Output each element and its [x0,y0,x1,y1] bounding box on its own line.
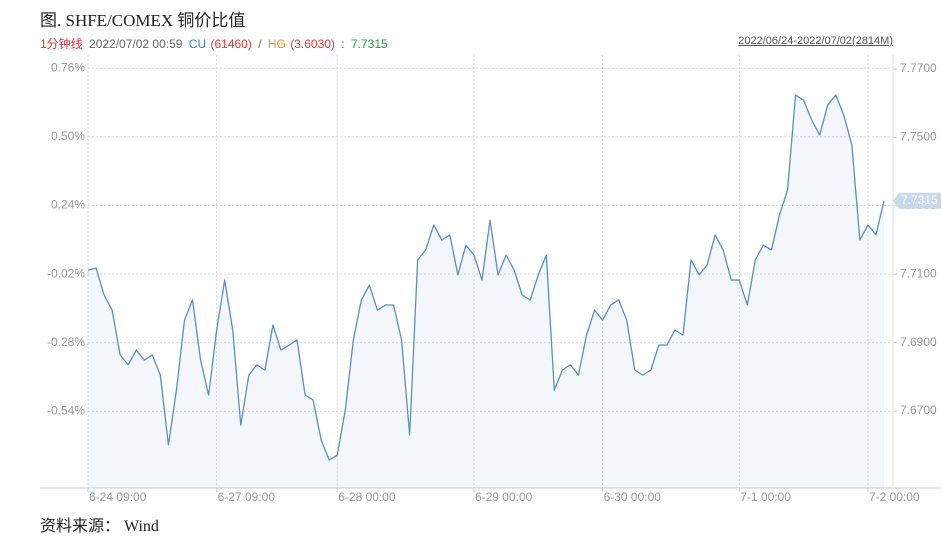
datetime: 2022/07/02 00:59 [89,37,183,51]
y-tick-label: 0.24% [51,198,85,212]
area [88,95,884,489]
x-tick-label: 6-24 09:00 [89,490,147,504]
y-tick-label: -0.28% [47,335,85,349]
y-tick-label: 0.76% [51,60,85,74]
x-tick-label: 7-1 00:00 [740,490,791,504]
info-bar: 1分钟线 2022/07/02 00:59 CU (61460) / HG (3… [40,35,391,52]
x-tick-label: 6-29 00:00 [475,490,533,504]
y-tick-label: 0.50% [51,129,85,143]
separator: / [258,37,262,51]
y2-tick-label: 7.7100 [900,266,937,280]
date-range: 2022/06/24-2022/07/02(2814M) [738,35,893,47]
line [87,94,885,461]
x-tick-label: 7-2 00:00 [869,490,920,504]
source: 资料来源： Wind [40,518,159,535]
last-value-box [893,192,941,209]
y2-tick-label: 7.7700 [900,61,937,75]
cu-value: (61460) [210,37,252,51]
y2-tick-label: 7.6900 [900,335,937,349]
x-tick-label: 6-30 00:00 [604,490,662,504]
y-tick-label: -0.02% [47,266,85,280]
ratio-value: 7.7315 [350,37,388,51]
hg-value: (3.6030) [290,37,335,51]
x-tick-label: 6-28 00:00 [338,490,396,504]
last-value-label: 7.7315 [901,193,938,207]
y2-tick-label: 7.6700 [900,403,937,417]
separator: : [341,37,345,51]
cu-label: CU [188,37,207,51]
y-tick-label: -0.54% [47,404,85,418]
timeframe: 1分钟线 [40,37,83,51]
x-tick-label: 6-27 09:00 [218,490,276,504]
hg-label: HG [267,37,286,51]
y2-tick-label: 7.7500 [900,130,937,144]
title: 图. SHFE/COMEX 铜价比值 [40,11,246,30]
